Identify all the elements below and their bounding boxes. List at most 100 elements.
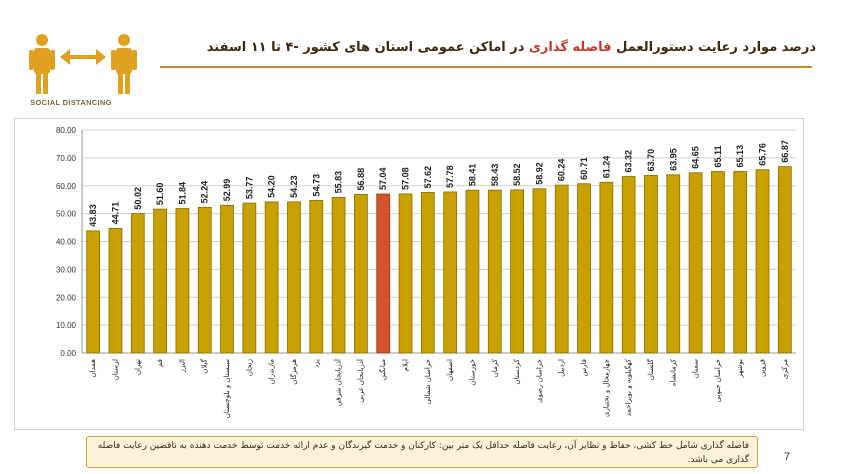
value-label: 66.87: [780, 140, 790, 163]
bar: [86, 230, 101, 354]
bar: [644, 175, 658, 354]
category-label: کهگیلویه و بویراحمد: [624, 358, 633, 416]
title-underline: [160, 66, 812, 68]
category-label: مازندران: [268, 359, 276, 385]
title-highlight: فاصله گذاری: [528, 40, 612, 55]
value-label: 63.70: [646, 149, 656, 172]
value-label: 58.52: [512, 163, 522, 186]
category-label: قم: [156, 359, 164, 367]
category-label: البرز: [178, 359, 186, 373]
category-label: سیستان و بلوچستان: [223, 359, 231, 418]
y-tick-label: 20.00: [56, 293, 77, 302]
y-tick-label: 50.00: [56, 210, 77, 219]
double-arrow-icon: [60, 49, 106, 65]
bar: [733, 171, 748, 354]
value-label: 56.88: [356, 168, 366, 191]
y-tick-label: 40.00: [56, 238, 77, 247]
y-tick-label: 0.00: [60, 349, 76, 358]
category-label: هرمزگان: [289, 359, 298, 385]
value-label: 63.95: [668, 148, 678, 171]
bar: [130, 213, 145, 354]
bar: [242, 202, 257, 354]
bar: [688, 172, 703, 354]
category-label: خراسان شمالی: [424, 359, 432, 405]
bar: [487, 189, 502, 354]
bar: [621, 176, 636, 354]
bar: [287, 201, 301, 354]
logo-caption: SOCIAL DISTANCING: [30, 98, 112, 107]
category-label: تهران: [134, 359, 142, 375]
category-label: همدان: [89, 359, 97, 378]
page-title: درصد موارد رعایت دستورالعمل فاصله گذاری …: [207, 40, 816, 55]
category-label: میانگین: [378, 359, 387, 381]
bar: [577, 183, 591, 354]
y-tick-label: 30.00: [56, 265, 77, 274]
bar: [108, 227, 123, 354]
category-label: چهارمحال و بختیاری: [602, 359, 610, 417]
category-label: ایلام: [402, 359, 410, 371]
y-tick-label: 80.00: [56, 126, 77, 135]
category-label: آذربایجان شرقی: [334, 358, 343, 406]
bar: [666, 174, 681, 354]
value-label: 63.32: [624, 150, 634, 173]
bar: [309, 200, 324, 354]
category-label: زنجان: [245, 359, 253, 376]
bar: [264, 201, 279, 354]
value-label: 43.83: [88, 204, 98, 227]
bar: [220, 204, 234, 354]
bar: [398, 193, 413, 354]
category-label: خراسان جنوبی: [714, 359, 722, 402]
bar: [376, 193, 391, 354]
bar: [443, 191, 458, 354]
social-distancing-logo: [29, 34, 137, 94]
category-label: کرمان: [491, 358, 499, 377]
category-label: کرمانشاه: [669, 358, 677, 386]
value-label: 52.99: [222, 179, 232, 202]
title-part2: در اماکن عمومی استان های کشور -۴ تا ۱۱ ا…: [206, 40, 529, 55]
category-label: خوزستان: [468, 359, 476, 386]
page-number: 7: [784, 451, 791, 463]
category-label: مرکزی: [781, 359, 789, 380]
bar: [175, 208, 190, 354]
category-label: کردستان: [513, 358, 521, 384]
bar: [420, 191, 435, 354]
category-label: یزد: [312, 359, 320, 368]
title-part1: درصد موارد رعایت دستورالعمل: [611, 40, 816, 55]
value-label: 50.02: [133, 187, 143, 210]
footnote: فاصله گذاری شامل خط کشی، حفاظ و نظایر آن…: [86, 436, 758, 468]
value-label: 54.23: [289, 175, 299, 198]
value-label: 65.13: [735, 145, 745, 168]
category-label: سمنان: [692, 359, 700, 378]
y-tick-label: 60.00: [56, 182, 77, 191]
value-label: 51.60: [155, 183, 165, 206]
bar: [153, 208, 167, 354]
value-label: 51.84: [177, 182, 187, 205]
category-label: لرستان: [111, 359, 119, 380]
value-label: 60.71: [579, 157, 589, 180]
category-label: اردبیل: [558, 359, 566, 377]
value-label: 57.04: [378, 167, 388, 190]
value-label: 55.83: [334, 171, 344, 194]
bar: [331, 196, 346, 354]
category-label: گیلان: [200, 358, 209, 373]
bar: [354, 194, 368, 354]
value-label: 52.24: [200, 181, 210, 204]
value-label: 57.78: [445, 165, 455, 188]
value-label: 58.41: [467, 164, 477, 187]
chart-frame: [14, 118, 804, 430]
y-tick-label: 10.00: [56, 321, 77, 330]
category-label: اصفهان: [446, 359, 454, 381]
bar: [197, 206, 212, 354]
value-label: 54.73: [311, 174, 321, 197]
bar: [532, 188, 547, 354]
value-label: 58.92: [534, 162, 544, 185]
value-label: 60.24: [557, 159, 567, 182]
bar: [465, 189, 480, 354]
category-label: گلستان: [646, 358, 655, 380]
value-label: 57.62: [423, 166, 433, 189]
value-label: 65.11: [713, 145, 723, 167]
bar: [777, 166, 792, 354]
bar: [599, 181, 614, 354]
category-label: آذربایجان غربی: [356, 358, 365, 403]
